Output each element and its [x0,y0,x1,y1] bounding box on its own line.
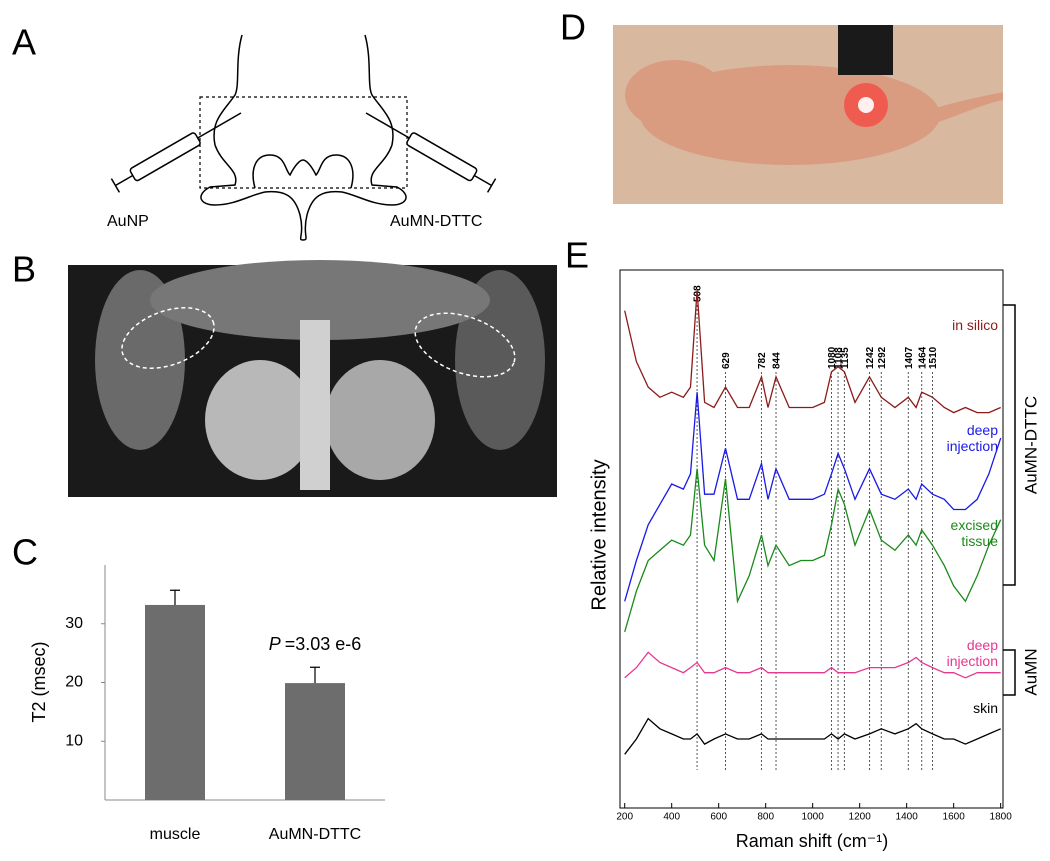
injection-label: AuMN-DTTC [390,213,482,230]
peak-label: 1135 [840,347,851,369]
injection-label: AuNP [107,213,149,230]
y-tick-label: 20 [65,674,83,691]
peak-label: 1242 [865,346,876,369]
peak-label: 782 [757,352,768,369]
group-bracket [1003,649,1016,696]
peak-label: 1108 [834,347,845,369]
y-axis-title: T2 (msec) [29,642,49,723]
mouse-photo [613,25,1003,204]
peak-label: 1464 [917,346,928,369]
x-tick-label: 1200 [849,812,872,823]
peak-label: 1292 [877,346,888,369]
x-tick-label: AuMN-DTTC [269,826,361,843]
annotation: P =3.03 e-6 [269,634,362,654]
peak-label: 1510 [928,346,939,369]
x-tick-label: 600 [710,812,727,823]
plot-frame [619,269,1004,809]
series-label: deep injection [946,422,998,454]
series-label: excised tissue [950,517,998,549]
peak-label: 1407 [904,346,915,369]
spectrum-line [624,468,1002,633]
spectrum-line [624,392,1002,602]
x-tick-label: 800 [757,812,774,823]
panel-label: A [12,22,36,63]
error-bar [310,666,320,684]
panel-label: B [12,249,36,290]
y-tick-label: 30 [65,615,83,632]
series-label: in silico [952,317,998,333]
group-bracket [1003,304,1016,586]
x-axis-title: Raman shift (cm⁻¹) [736,831,889,851]
peak-label: 508 [693,285,704,302]
series-label: deep injection [946,637,998,669]
x-tick-label: 1000 [802,812,825,823]
peak-label: 844 [772,352,783,369]
y-axis-title: Relative intensity [588,459,610,610]
annotation-text: =3.03 e-6 [285,634,362,654]
spectrum-line [624,290,1001,414]
bar [145,604,205,800]
x-tick-label: 1600 [943,812,966,823]
x-tick-label: 200 [616,812,633,823]
spectrum-line [624,651,1001,679]
annotation-italic: P [269,634,281,654]
bar [285,683,345,800]
x-tick-label: 400 [663,812,680,823]
spectrum-line [624,717,1001,755]
panel-label: C [12,532,38,573]
mri-image [68,260,557,497]
group-label: AuMN [1021,648,1040,695]
x-tick-label: 1400 [896,812,919,823]
peak-label: 629 [721,352,732,369]
series-label: skin [973,700,998,716]
x-tick-label: 1800 [990,812,1013,823]
peak-label: 1080 [827,346,838,369]
y-tick-label: 10 [65,732,83,749]
group-label: AuMN-DTTC [1021,396,1040,494]
x-tick-label: muscle [150,826,201,843]
anatomy-diagram [110,34,497,241]
error-bar [170,589,180,605]
panel-label: D [560,7,586,48]
panel-label: E [565,235,589,276]
